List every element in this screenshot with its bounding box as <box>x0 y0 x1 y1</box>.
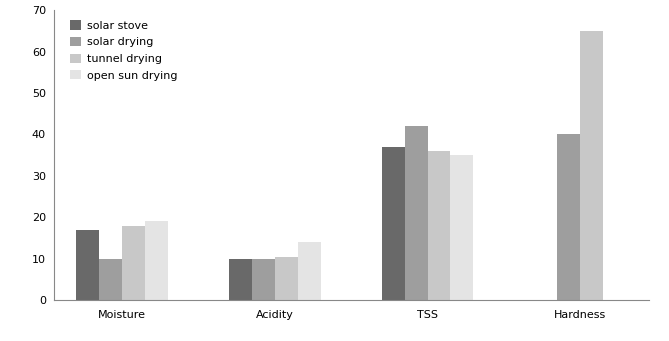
Bar <box>252 259 275 300</box>
Bar <box>76 230 99 300</box>
Bar <box>145 221 168 300</box>
Bar <box>427 151 450 300</box>
Bar <box>580 31 603 300</box>
Bar <box>99 259 122 300</box>
Bar <box>405 126 427 300</box>
Bar <box>298 242 320 300</box>
Bar <box>275 257 298 300</box>
Bar <box>557 134 580 300</box>
Legend: solar stove, solar drying, tunnel drying, open sun drying: solar stove, solar drying, tunnel drying… <box>66 16 181 85</box>
Bar <box>122 225 145 300</box>
Bar <box>450 155 474 300</box>
Bar <box>382 147 405 300</box>
Bar <box>229 259 252 300</box>
